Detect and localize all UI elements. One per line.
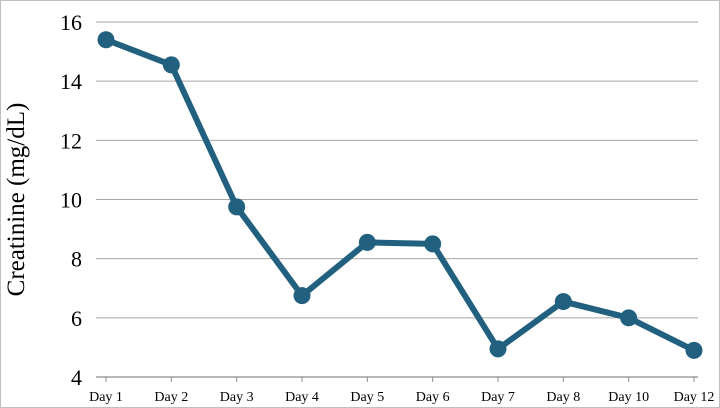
y-tick-label: 6 <box>71 306 82 331</box>
data-point <box>489 340 507 358</box>
data-points <box>97 31 703 359</box>
data-point <box>293 287 311 305</box>
x-tick-label: Day 5 <box>350 390 384 405</box>
data-point <box>162 56 180 74</box>
y-axis-label: Creatinine (mg/dL) <box>3 103 30 297</box>
x-tick-label: Day 1 <box>89 390 123 405</box>
x-tick-label: Day 7 <box>481 390 515 405</box>
x-tick-labels: Day 1 Day 2 Day 3 Day 4 Day 5 Day 6 Day 7 Day 8… <box>89 377 714 405</box>
data-point <box>358 233 376 251</box>
y-tick-label: 14 <box>60 69 82 94</box>
x-tick-label: Day 6 <box>416 390 450 405</box>
x-tick-label: Day 12 <box>674 390 715 405</box>
y-tick-label: 16 <box>60 10 82 35</box>
x-tick-label: Day 3 <box>220 390 254 405</box>
y-tick-label: 8 <box>71 247 82 272</box>
data-point <box>685 341 703 359</box>
y-tick-label: 10 <box>60 188 82 213</box>
x-tick-label: Day 10 <box>608 390 649 405</box>
data-point <box>620 309 638 327</box>
data-point <box>554 293 572 311</box>
x-tick-label: Day 2 <box>154 390 188 405</box>
data-point <box>424 235 442 253</box>
data-point <box>228 198 246 216</box>
series-line <box>104 36 696 354</box>
x-tick-label: Day 4 <box>285 390 319 405</box>
gridlines <box>96 21 698 319</box>
x-tick-label: Day 8 <box>546 390 580 405</box>
y-tick-label: 12 <box>60 128 82 153</box>
data-point <box>97 31 115 49</box>
y-tick-labels: 4 6 8 10 12 14 16 <box>60 10 82 390</box>
y-tick-label: 4 <box>71 365 82 390</box>
